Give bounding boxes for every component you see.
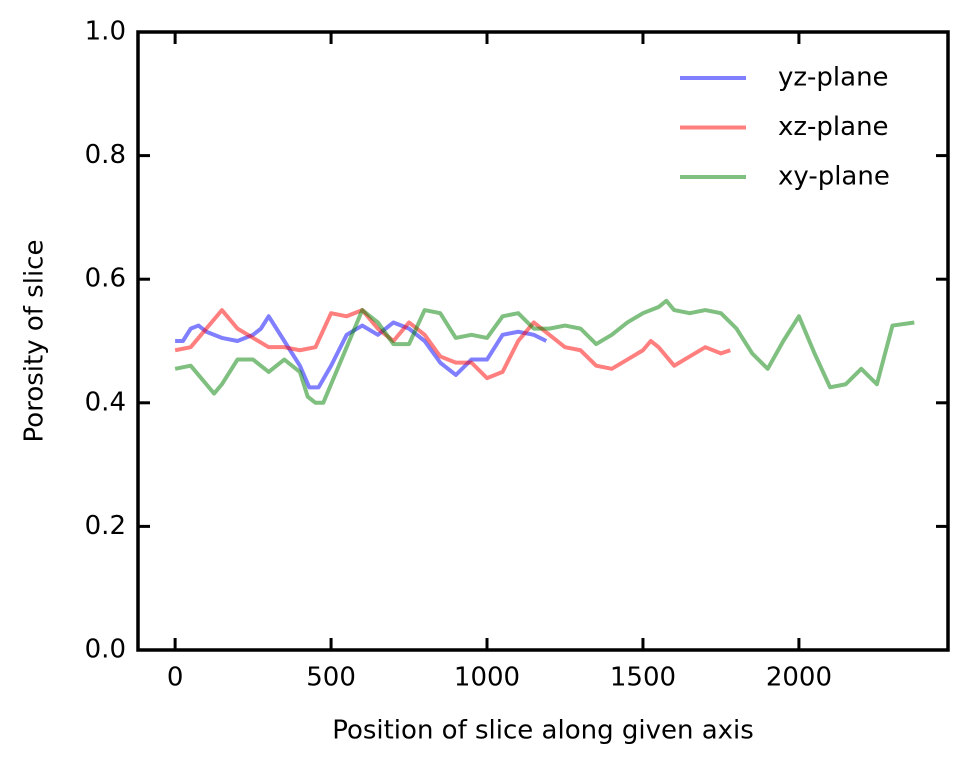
series-line xyxy=(174,298,915,405)
series-line xyxy=(175,314,548,390)
x-tick-label: 0 xyxy=(167,663,184,693)
legend-label: xy-plane xyxy=(778,162,890,192)
legend-label: yz-plane xyxy=(778,63,889,93)
x-axis-label: Position of slice along given axis xyxy=(332,716,754,746)
series-line xyxy=(174,308,731,381)
y-tick-label: 0.6 xyxy=(85,264,126,294)
y-axis-label: Porosity of slice xyxy=(20,240,50,443)
y-tick-label: 1.0 xyxy=(85,17,126,47)
x-tick-label: 2000 xyxy=(766,663,832,693)
legend-label: xz-plane xyxy=(778,112,889,142)
x-tick-label: 1000 xyxy=(454,663,520,693)
y-tick-label: 0.2 xyxy=(85,511,126,541)
x-tick-label: 1500 xyxy=(610,663,676,693)
y-tick-label: 0.0 xyxy=(85,635,126,665)
y-tick-label: 0.4 xyxy=(85,387,126,417)
plot-frame xyxy=(136,30,950,652)
x-tick-label: 500 xyxy=(306,663,356,693)
y-tick-label: 0.8 xyxy=(85,140,126,170)
